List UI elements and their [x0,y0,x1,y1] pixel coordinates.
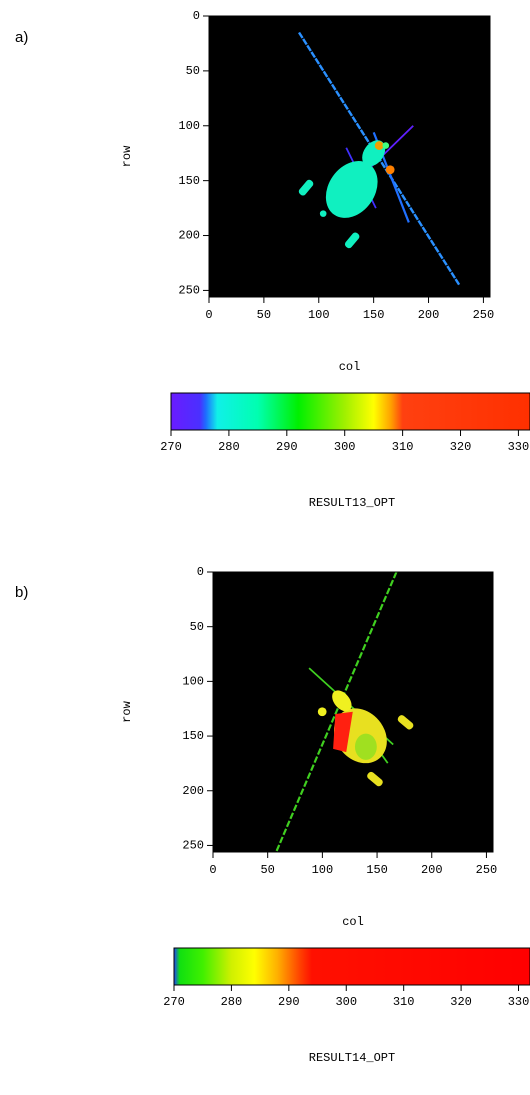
y-tick-label: 100 [178,119,200,133]
y-tick-label: 250 [178,284,200,298]
colorbar-label: RESULT14_OPT [309,1051,395,1065]
colorbar-tick-label: 320 [450,995,472,1009]
x-axis-label: col [339,360,361,374]
y-tick-label: 50 [190,620,204,634]
x-tick-label: 50 [260,863,274,877]
y-axis-label: row [120,145,134,167]
x-axis-label: col [342,915,364,929]
colorbar-tick-label: 300 [334,440,356,454]
colorbar-tick-label: 330 [508,995,530,1009]
colorbar-tick-label: 290 [278,995,300,1009]
x-tick-label: 150 [363,308,385,322]
colorbar-tick-label: 300 [335,995,357,1009]
colorbar [174,948,530,985]
y-tick-label: 150 [182,729,204,743]
colorbar-tick-label: 330 [508,440,530,454]
colorbar-tick-label: 280 [218,440,240,454]
x-tick-label: 50 [257,308,271,322]
y-tick-label: 250 [182,839,204,853]
colorbar-label: RESULT13_OPT [309,496,395,510]
colorbar-tick-label: 320 [450,440,472,454]
x-tick-label: 0 [205,308,212,322]
y-tick-label: 100 [182,675,204,689]
colorbar-tick-label: 280 [221,995,243,1009]
y-tick-label: 50 [186,64,200,78]
y-tick-label: 150 [178,174,200,188]
x-tick-label: 200 [421,863,443,877]
colorbar-tick-label: 270 [163,995,185,1009]
x-tick-label: 100 [312,863,334,877]
panel-label: b) [15,584,28,601]
colorbar-tick-label: 310 [393,995,415,1009]
y-axis-label: row [120,700,134,722]
image-b [213,572,493,852]
colorbar-tick-label: 310 [392,440,414,454]
y-tick-label: 200 [182,784,204,798]
colorbar-tick-label: 290 [276,440,298,454]
panel-label: a) [15,29,28,46]
x-tick-label: 0 [209,863,216,877]
colorbar [171,393,530,430]
x-tick-label: 250 [473,308,495,322]
x-tick-label: 100 [308,308,330,322]
image-a [209,16,490,297]
y-tick-label: 0 [193,9,200,23]
y-tick-label: 0 [197,565,204,579]
y-tick-label: 200 [178,229,200,243]
colorbar-tick-label: 270 [160,440,182,454]
x-tick-label: 250 [476,863,498,877]
x-tick-label: 150 [366,863,388,877]
x-tick-label: 200 [418,308,440,322]
